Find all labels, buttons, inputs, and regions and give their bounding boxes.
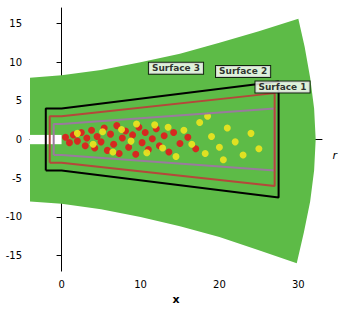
- svg-text:r: r: [332, 149, 338, 162]
- svg-text:5: 5: [16, 95, 22, 106]
- svg-text:10: 10: [134, 279, 147, 290]
- svg-text:0: 0: [16, 134, 22, 145]
- svg-text:15: 15: [9, 18, 22, 29]
- svg-text:20: 20: [213, 279, 226, 290]
- svg-text:Surface 1: Surface 1: [258, 82, 306, 92]
- svg-text:-10: -10: [6, 211, 22, 222]
- svg-text:-15: -15: [6, 250, 22, 261]
- svg-text:x: x: [172, 293, 179, 306]
- svg-text:Surface 2: Surface 2: [219, 66, 267, 76]
- svg-text:0: 0: [58, 279, 64, 290]
- svg-text:30: 30: [292, 279, 305, 290]
- svg-text:Surface 3: Surface 3: [152, 63, 200, 73]
- svg-text:-5: -5: [12, 173, 22, 184]
- svg-text:10: 10: [9, 57, 22, 68]
